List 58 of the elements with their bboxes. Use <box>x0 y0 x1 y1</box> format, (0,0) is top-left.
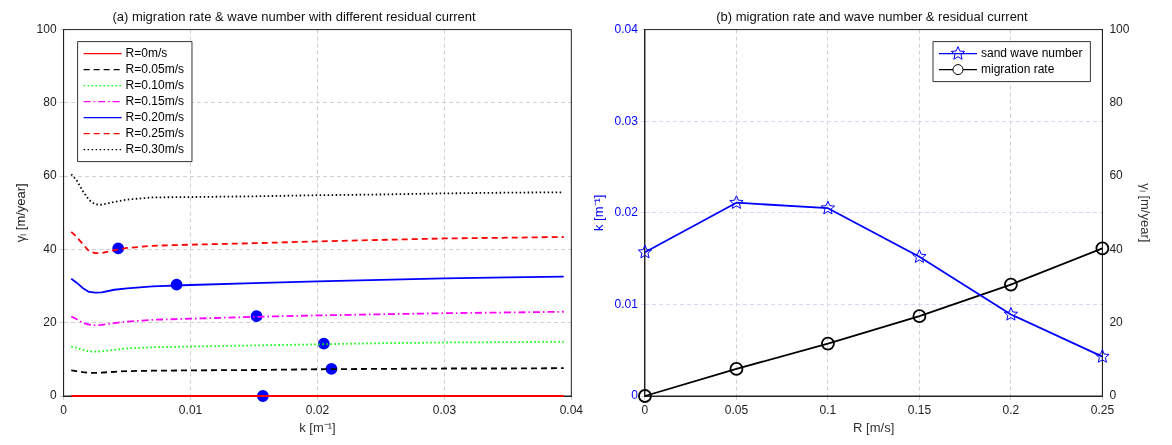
x-tick-label: 0.15 <box>907 402 932 417</box>
y-tick-label: 100 <box>36 21 57 36</box>
y2-tick-label: 0 <box>1109 388 1117 403</box>
x-tick-label: 0.01 <box>178 402 203 417</box>
x-tick-label: 0 <box>60 402 68 417</box>
y-tick-label: 40 <box>43 241 57 256</box>
y-tick-label: 0 <box>631 388 639 403</box>
y-tick-label: 80 <box>43 95 57 110</box>
legend-label: migration rate <box>980 61 1055 76</box>
x-tick-label: 0 <box>641 402 649 417</box>
point <box>729 361 744 376</box>
y-tick-label: 0 <box>49 388 57 403</box>
chart-title: (b) migration rate and wave number & residual current <box>716 9 1029 25</box>
legend-label: sand wave number <box>980 45 1083 60</box>
x-tick-label: 0.03 <box>432 402 457 417</box>
point <box>821 336 835 351</box>
point <box>912 249 927 263</box>
x-tick-label: 0.25 <box>1090 402 1115 417</box>
legend-label: R=0.30m/s <box>125 141 184 156</box>
y2-axis-title: γₗ [m/year] <box>1137 183 1153 243</box>
point <box>637 244 653 259</box>
y2-tick-label: 40 <box>1109 241 1124 256</box>
legend-label: R=0.25m/s <box>125 125 184 140</box>
y-tick-label: 0.01 <box>614 296 639 311</box>
y-axis-title: k [m⁻¹] <box>591 194 607 232</box>
chart-title: (a) migration rate & wave number with different residual current <box>112 9 476 25</box>
point <box>820 200 836 215</box>
y-axis-title: γₗ [m/year] <box>13 183 29 243</box>
point <box>1095 241 1110 256</box>
x-tick-label: 0.04 <box>559 402 584 417</box>
y-tick-label: 0.02 <box>614 205 639 220</box>
legend-label: R=0.05m/s <box>125 61 184 76</box>
x-tick-label: 0.02 <box>305 402 330 417</box>
x-tick-label: 0.05 <box>724 402 749 417</box>
point <box>1095 349 1110 363</box>
point <box>1003 277 1018 292</box>
y-tick-label: 20 <box>43 315 57 330</box>
y-tick-label: 0.04 <box>614 21 639 36</box>
legend-label: R=0.20m/s <box>125 109 184 124</box>
legend-label: R=0.10m/s <box>125 77 184 92</box>
legend-label: R=0m/s <box>125 45 168 60</box>
x-tick-label: 0.1 <box>819 402 837 417</box>
line-series <box>70 310 565 327</box>
y2-tick-label: 80 <box>1109 95 1124 110</box>
x-axis-title: R [m/s] <box>853 419 895 435</box>
point <box>638 389 652 403</box>
y2-tick-label: 100 <box>1109 21 1130 36</box>
x-tick-label: 0.2 <box>1002 402 1020 417</box>
y2-tick-label: 60 <box>1109 168 1124 183</box>
line-series <box>70 230 565 254</box>
legend-label: R=0.15m/s <box>125 93 184 108</box>
y-tick-label: 60 <box>43 168 57 183</box>
point <box>729 195 744 209</box>
point <box>912 309 927 324</box>
point <box>1003 306 1019 321</box>
x-axis-title: k [m⁻¹] <box>299 419 336 435</box>
y-tick-label: 0.03 <box>614 113 639 128</box>
y2-tick-label: 20 <box>1109 315 1124 330</box>
